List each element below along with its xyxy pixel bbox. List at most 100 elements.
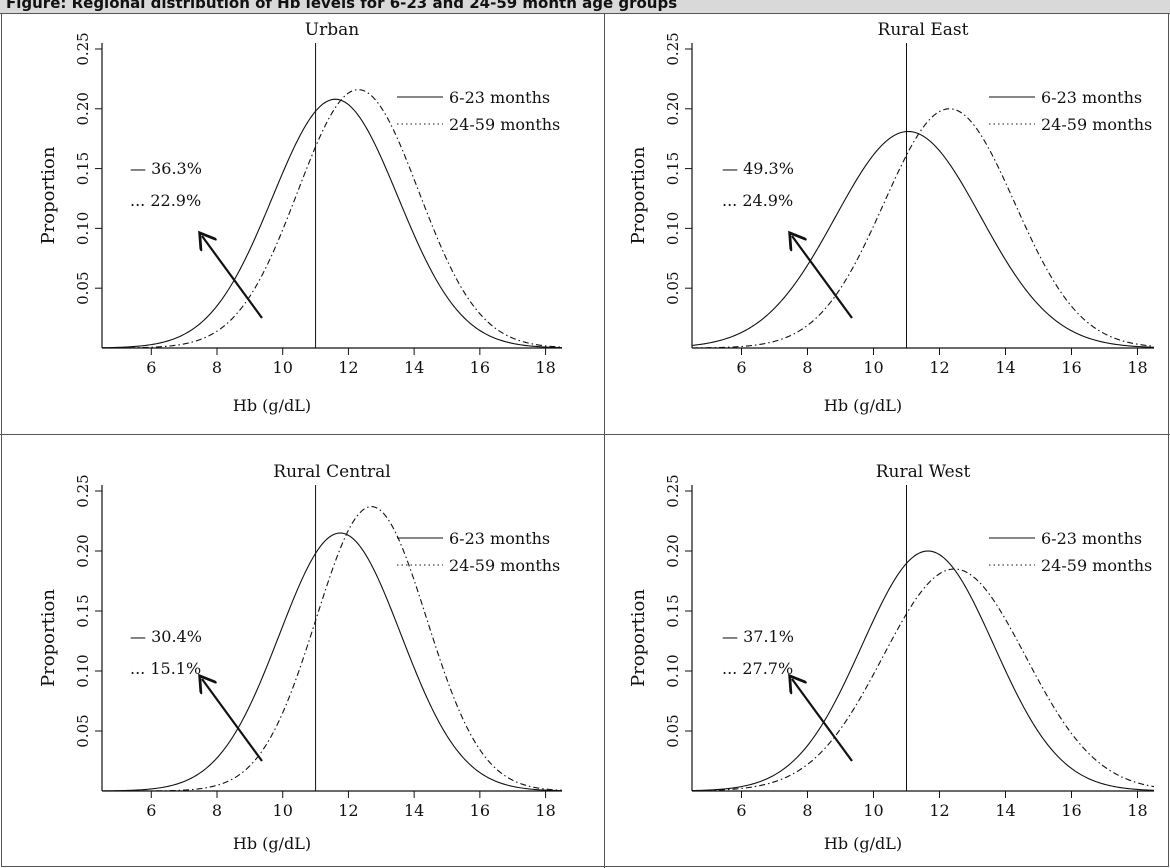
y-axis-title: Proportion [628,146,649,244]
x-tick-label: 6 [146,358,156,377]
x-tick-label: 10 [273,801,293,820]
y-tick-label: 0.20 [74,92,92,125]
chart-svg-rural-east: Rural East 6 8 10 12 14 16 18 0.05 0.10 0.15 0.20 0.… [628,20,1155,415]
legend-label: 6-23 months [449,529,550,548]
y-axis-title: Proportion [628,589,649,687]
x-tick-label: 8 [212,358,222,377]
y-tick-label: 0.05 [74,714,92,747]
x-tick-label: 8 [802,358,812,377]
y-tick-label: 0.20 [664,92,682,125]
series-line-24-59-months [101,89,563,349]
y-tick-label: 0.10 [664,654,682,687]
x-tick-label: 18 [1127,801,1147,820]
series-line-24-59-months [691,108,1155,349]
pct-below-cutoff-label: ... 27.7% [722,659,793,678]
chart-panel-rural-west: Rural West 6 8 10 12 14 16 18 0.05 0.10 0.15 0.20 0.… [594,435,1168,867]
x-tick-label: 10 [863,358,883,377]
x-tick-label: 12 [338,801,358,820]
x-tick-label: 6 [736,801,746,820]
x-axis-title: Hb (g/dL) [824,396,902,415]
x-tick-label: 10 [863,801,883,820]
series-line-24-59-months [691,568,1155,792]
x-tick-label: 14 [404,358,424,377]
y-tick-label: 0.15 [664,152,682,185]
y-tick-label: 0.10 [74,212,92,245]
x-tick-label: 18 [535,801,555,820]
y-axis-title: Proportion [38,146,59,244]
pct-below-cutoff-label: ... 24.9% [722,191,793,210]
legend-label: 6-23 months [449,88,550,107]
chart-svg-urban: Urban 6 8 10 12 14 16 18 0.05 0.10 0.15 0.20 0.25 Hb … [38,20,563,415]
x-tick-label: 14 [995,358,1015,377]
y-tick-label: 0.25 [664,474,682,507]
x-tick-label: 6 [146,801,156,820]
y-tick-label: 0.15 [664,594,682,627]
panel-divider-vertical [604,14,605,868]
x-tick-label: 16 [1061,358,1081,377]
legend-label: 6-23 months [1041,88,1142,107]
y-tick-label: 0.10 [74,654,92,687]
x-tick-label: 18 [535,358,555,377]
legend-label: 6-23 months [1041,529,1142,548]
x-tick-label: 16 [1061,801,1081,820]
series-line-6-23-months [101,98,563,349]
arrow-icon [202,679,263,762]
chart-title: Urban [305,20,359,40]
x-tick-label: 16 [470,358,490,377]
pct-below-cutoff-label: — 37.1% [722,627,794,646]
pct-below-cutoff-label: — 30.4% [130,627,202,646]
chart-title: Rural East [878,20,969,40]
x-axis-title: Hb (g/dL) [824,834,902,853]
x-tick-label: 14 [995,801,1015,820]
pct-below-cutoff-label: — 49.3% [722,159,794,178]
pct-below-cutoff-label: — 36.3% [130,159,202,178]
chart-title: Rural Central [273,462,390,482]
chart-panel-rural-east: Rural East 6 8 10 12 14 16 18 0.05 0.10 0.15 0.20 0.… [594,15,1168,433]
arrow-icon [202,236,263,319]
y-tick-label: 0.20 [74,534,92,567]
legend-label: 24-59 months [1041,556,1152,575]
y-tick-label: 0.25 [74,32,92,65]
y-tick-label: 0.20 [664,534,682,567]
chart-title: Rural West [876,462,971,482]
x-axis-title: Hb (g/dL) [233,396,311,415]
arrow-icon [792,679,853,762]
x-axis-title: Hb (g/dL) [233,834,311,853]
y-axis-title: Proportion [38,589,59,687]
pct-below-cutoff-label: ... 22.9% [130,191,201,210]
series-line-6-23-months [691,550,1155,792]
chart-svg-rural-central: Rural Central 6 8 10 12 14 16 18 0.05 0.10 0.15 0.2… [38,462,563,853]
x-tick-label: 14 [404,801,424,820]
x-tick-label: 12 [929,358,949,377]
x-tick-label: 8 [802,801,812,820]
figure-header: Figure: Regional distribution of Hb leve… [0,0,1170,14]
legend-label: 24-59 months [449,556,560,575]
x-tick-label: 12 [338,358,358,377]
series-line-24-59-months [102,506,563,792]
figure-frame [1,14,1169,867]
series-line-6-23-months [691,130,1155,348]
pct-below-cutoff-label: ... 15.1% [130,659,201,678]
x-tick-label: 8 [212,801,222,820]
y-tick-label: 0.15 [74,152,92,185]
figure-header-text: Figure: Regional distribution of Hb leve… [6,0,678,12]
x-tick-label: 12 [929,801,949,820]
series-line-6-23-months [101,532,563,792]
chart-svg-rural-west: Rural West 6 8 10 12 14 16 18 0.05 0.10 0.15 0.20 0.… [628,462,1155,853]
x-tick-label: 16 [470,801,490,820]
y-tick-label: 0.05 [664,714,682,747]
legend-label: 24-59 months [449,115,560,134]
arrow-icon [792,236,853,319]
legend-label: 24-59 months [1041,115,1152,134]
x-tick-label: 6 [736,358,746,377]
x-tick-label: 10 [273,358,293,377]
chart-panel-rural-central: Rural Central 6 8 10 12 14 16 18 0.05 0.10 0.15 0.2… [2,435,602,867]
y-tick-label: 0.25 [74,474,92,507]
panel-divider-horizontal [0,434,1170,435]
x-tick-label: 18 [1127,358,1147,377]
y-tick-label: 0.05 [664,271,682,304]
y-tick-label: 0.25 [664,32,682,65]
y-tick-label: 0.05 [74,271,92,304]
y-tick-label: 0.10 [664,212,682,245]
chart-panel-urban: Urban 6 8 10 12 14 16 18 0.05 0.10 0.15 0.20 0.25 Hb … [2,15,602,433]
